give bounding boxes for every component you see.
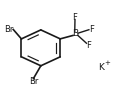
Text: Br: Br (4, 25, 13, 34)
Text: F: F (85, 41, 90, 50)
Text: K: K (97, 63, 103, 72)
Text: B: B (72, 29, 78, 38)
Text: F: F (88, 25, 93, 34)
Text: F: F (72, 13, 76, 22)
Text: +: + (103, 60, 109, 67)
Text: Br: Br (28, 77, 38, 86)
